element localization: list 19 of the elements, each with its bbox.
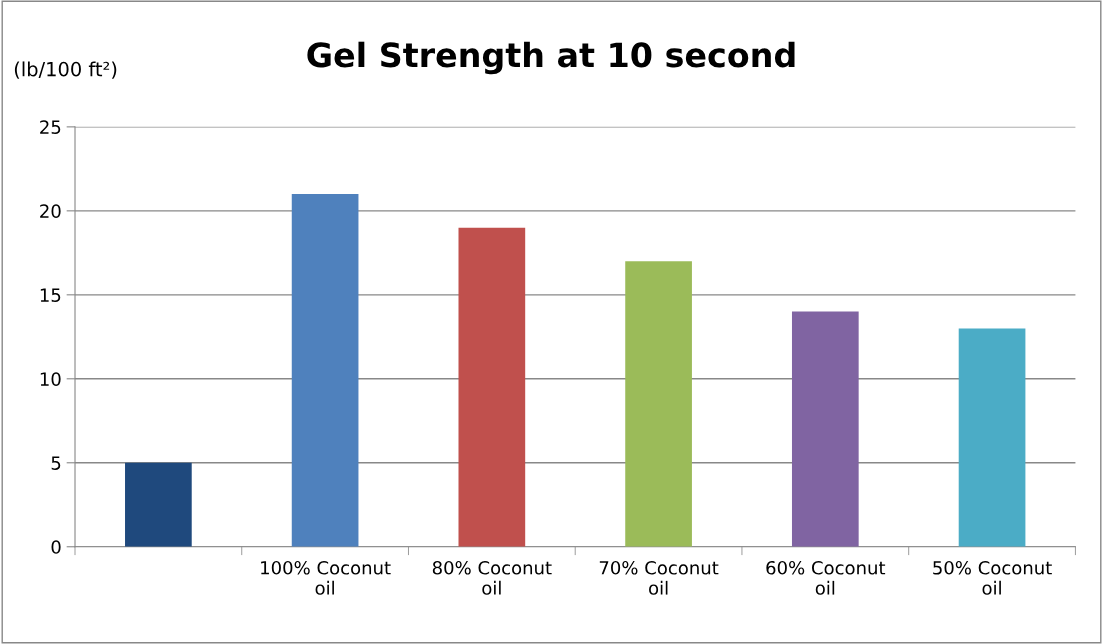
bar	[791, 311, 859, 547]
y-tick-label: 25	[40, 120, 61, 134]
x-tick-label: 60% Coconut oil	[766, 560, 886, 595]
x-tick-label: 80% Coconut oil	[432, 560, 552, 595]
y-tick-label: 15	[40, 288, 61, 302]
y-axis-title: (lb/100 ft²)	[14, 61, 117, 79]
bar	[458, 227, 526, 547]
y-tick-label: 5	[51, 456, 61, 470]
bar	[291, 194, 359, 547]
bar	[625, 261, 692, 547]
y-tick-label: 10	[40, 372, 61, 386]
y-tick-label: 0	[51, 540, 61, 554]
x-tick-label: 100% Coconut oil	[261, 560, 391, 595]
y-tick-label: 20	[40, 204, 61, 218]
x-tick-label: 50% Coconut oil	[933, 560, 1052, 595]
x-tick-label: 70% Coconut oil	[599, 560, 719, 595]
bar	[958, 328, 1026, 547]
chart-title: Gel Strength at 10 second	[307, 41, 795, 75]
bar	[125, 462, 192, 547]
